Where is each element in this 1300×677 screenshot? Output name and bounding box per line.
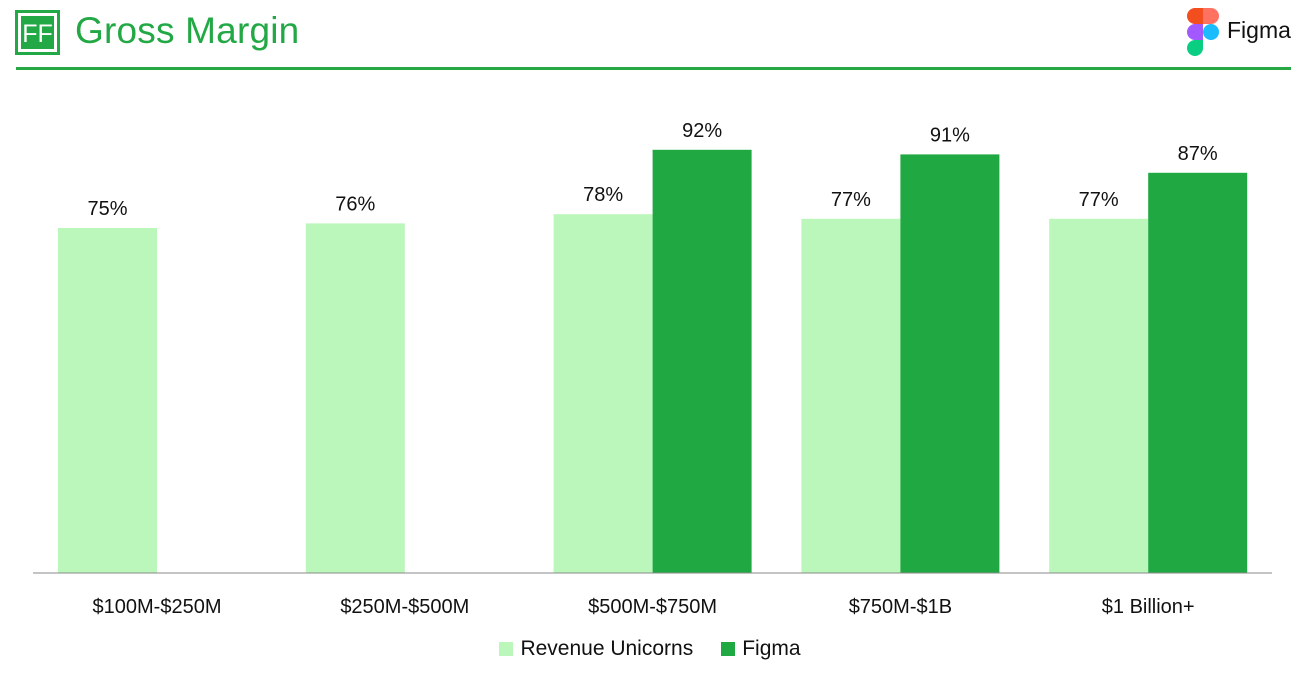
- x-tick-label-500m-750m: $500M-$750M: [588, 596, 717, 618]
- data-label-revenue-unicorns-1-billion: 77%: [1079, 189, 1119, 211]
- header-divider: [16, 67, 1291, 70]
- data-label-revenue-unicorns-500m-750m: 78%: [583, 184, 623, 206]
- legend-label-revenue-unicorns: Revenue Unicorns: [520, 637, 694, 660]
- bars-layer: [58, 149, 1248, 574]
- bar-revenue-unicorns-100m-250m: [58, 228, 157, 573]
- bar-revenue-unicorns-750m-1b: [801, 218, 901, 574]
- data-label-figma-750m-1b: 91%: [930, 124, 970, 146]
- ff-logo-text: FF: [22, 20, 53, 48]
- gross-margin-chart: 75% 76% 78% 92% 77% 91% 77% 87% $100M-$250M $250…: [33, 120, 1272, 618]
- ticks-layer: $100M-$250M $250M-$500M $500M-$750M $750M-$…: [93, 596, 1195, 618]
- x-tick-label-100m-250m: $100M-$250M: [93, 596, 222, 618]
- legend-swatch-revenue-unicorns: [499, 642, 514, 656]
- bar-figma-750m-1b: [900, 154, 1000, 573]
- chart-container: 75% 76% 78% 92% 77% 91% 77% 87% $100M-$250M $250…: [0, 72, 1300, 672]
- labels-layer: 75% 76% 78% 92% 77% 91% 77% 87%: [87, 120, 1217, 220]
- bar-revenue-unicorns-250m-500m: [305, 223, 405, 573]
- data-label-revenue-unicorns-250m-500m: 76%: [335, 193, 375, 215]
- legend-item-figma: Figma: [721, 637, 801, 661]
- x-tick-label-250m-500m: $250M-$500M: [340, 596, 469, 618]
- page-title: Gross Margin: [75, 10, 300, 51]
- bar-revenue-unicorns-1-billion: [1049, 218, 1149, 574]
- data-label-figma-1-billion: 87%: [1178, 143, 1218, 165]
- ff-logo-icon: FF: [15, 10, 60, 55]
- x-tick-label-750m-1b: $750M-$1B: [849, 596, 952, 618]
- data-label-revenue-unicorns-750m-1b: 77%: [831, 189, 871, 211]
- header: FF Gross Margin Figma: [0, 0, 1300, 72]
- x-tick-label-1-billion: $1 Billion+: [1102, 596, 1195, 618]
- company-name: Figma: [1227, 17, 1291, 43]
- bar-figma-500m-750m: [652, 149, 752, 574]
- figma-logo-icon: [1187, 8, 1219, 56]
- bar-figma-1-billion: [1148, 172, 1248, 574]
- legend-label-figma: Figma: [742, 637, 801, 660]
- bar-revenue-unicorns-500m-750m: [553, 214, 653, 573]
- data-label-revenue-unicorns-100m-250m: 75%: [87, 198, 127, 220]
- chart-legend: Revenue Unicorns Figma: [0, 635, 1300, 663]
- legend-swatch-figma: [721, 642, 736, 656]
- data-label-figma-500m-750m: 92%: [682, 120, 722, 142]
- legend-item-revenue-unicorns: Revenue Unicorns: [499, 637, 693, 661]
